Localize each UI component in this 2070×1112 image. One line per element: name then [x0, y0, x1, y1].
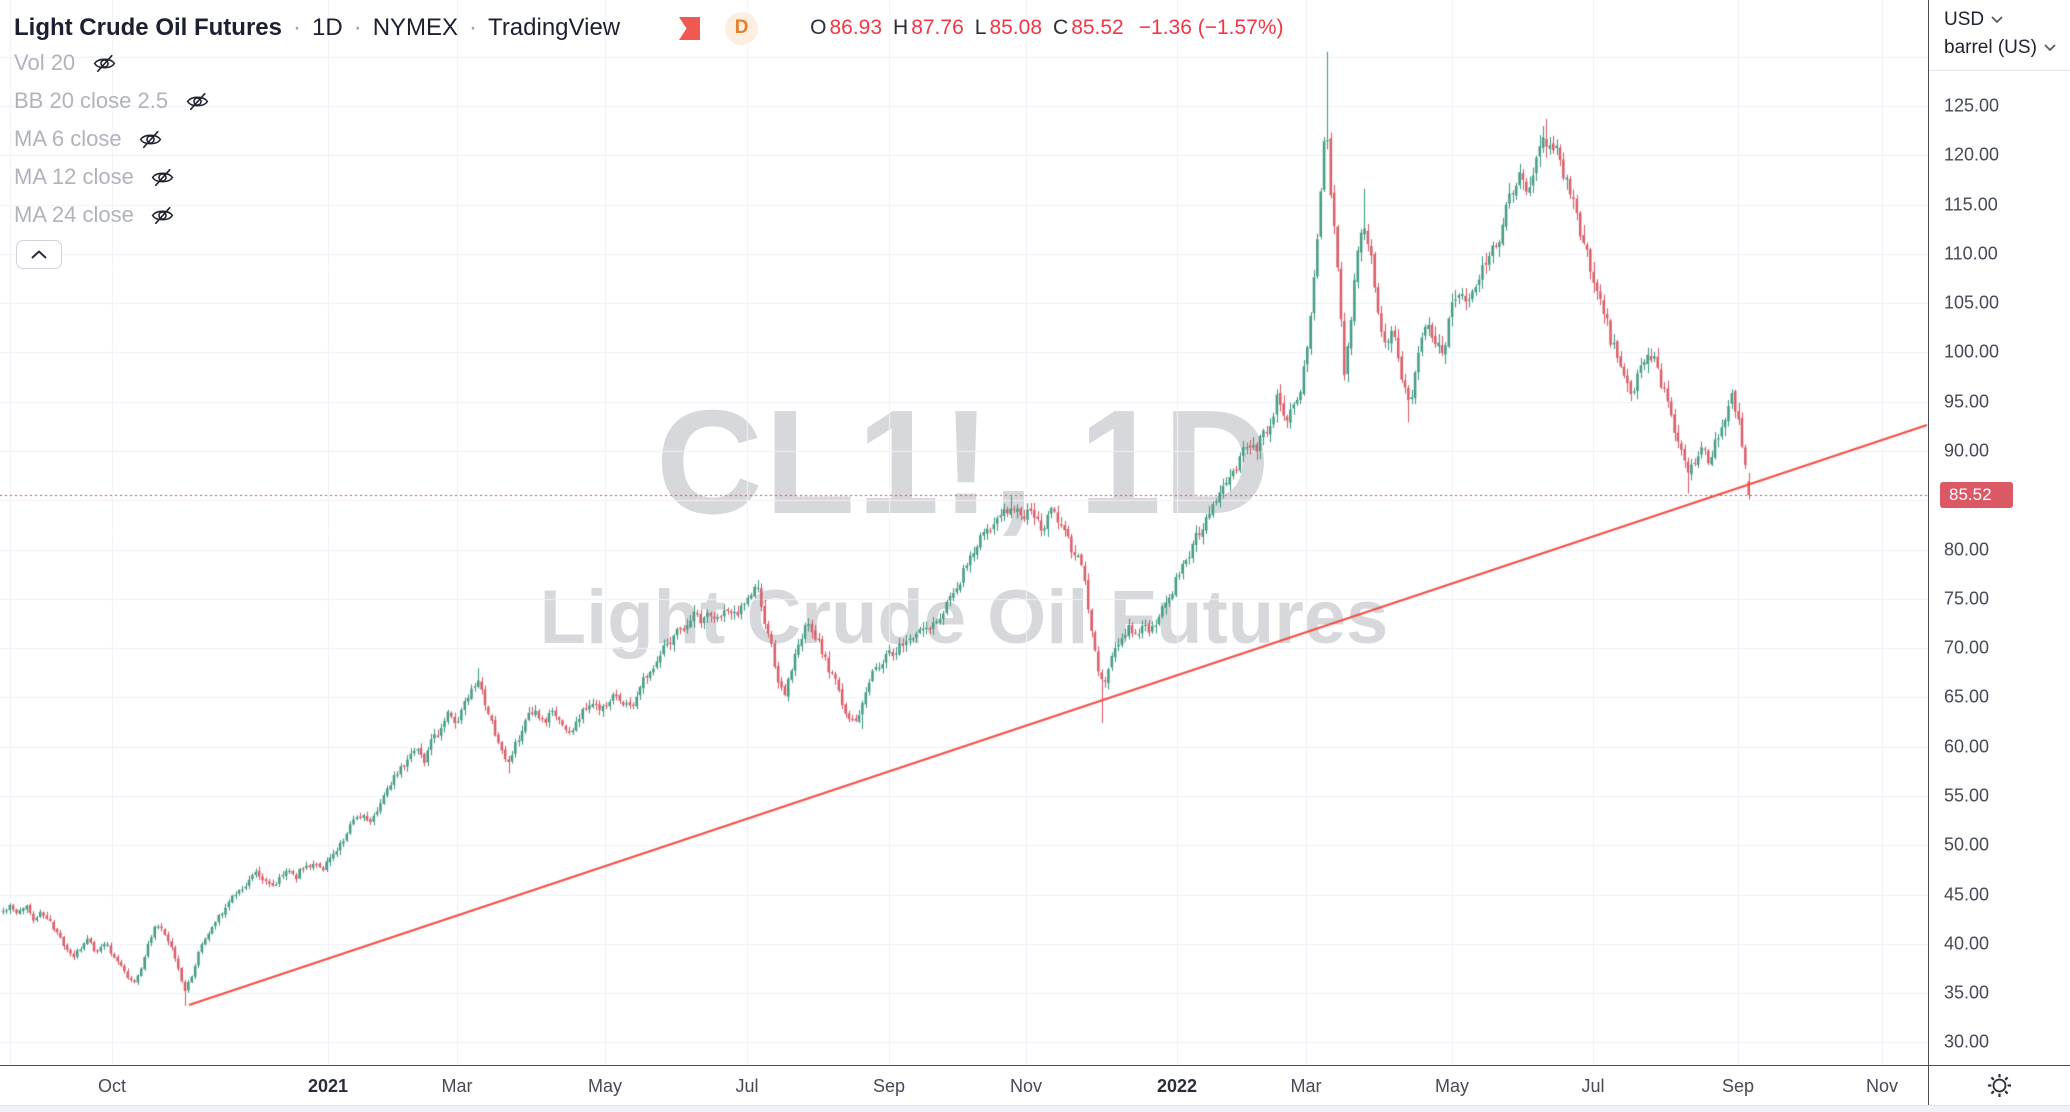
interval-badge[interactable]: D	[725, 11, 759, 45]
price-tick: 110.00	[1944, 243, 1998, 264]
price-tick: 60.00	[1944, 736, 1990, 757]
unit-dropdown[interactable]: barrel (US)	[1944, 37, 2056, 59]
price-axis[interactable]: USD barrel (US) 125.00 120.00 115.00 110.00…	[1928, 0, 2070, 1065]
indicator-label: MA 12 close	[14, 164, 134, 189]
price-tick: 95.00	[1944, 391, 1990, 412]
flag-icon	[679, 16, 701, 40]
sun-icon	[1988, 1074, 2011, 1097]
change-value: −1.36 (−1.57%)	[1138, 16, 1284, 39]
price-tick: 105.00	[1944, 292, 2000, 313]
time-tick-month: Oct	[97, 1076, 127, 1096]
time-tick-year: 2022	[1156, 1076, 1198, 1096]
price-tick: 50.00	[1944, 834, 1990, 855]
unit-label: barrel (US)	[1944, 37, 2037, 58]
axis-divider	[1929, 70, 2070, 71]
time-tick-month: Sep	[872, 1076, 906, 1096]
chevron-up-icon	[31, 250, 47, 259]
open-label: O	[810, 16, 827, 39]
indicator-label: MA 6 close	[14, 126, 122, 151]
axis-corner	[1928, 1065, 2070, 1105]
price-tick: 55.00	[1944, 785, 1990, 806]
time-tick-month: May	[1434, 1076, 1470, 1096]
close-label: C	[1053, 16, 1069, 39]
symbol-title[interactable]: Light Crude Oil Futures	[14, 14, 282, 41]
legend-separator: ·	[353, 14, 362, 41]
flag-icon[interactable]	[676, 14, 704, 42]
eye-off-icon	[139, 130, 162, 148]
price-tick: 65.00	[1944, 686, 1990, 707]
close-value: 85.52	[1071, 16, 1124, 39]
price-tick: 125.00	[1944, 95, 2000, 116]
indicator-row[interactable]: MA 6 close	[14, 120, 211, 158]
price-tick: 100.00	[1944, 341, 2000, 362]
indicator-row[interactable]: MA 12 close	[14, 158, 211, 196]
price-tick: 80.00	[1944, 539, 1990, 560]
time-tick-month: Jul	[735, 1076, 759, 1096]
indicator-label: MA 24 close	[14, 202, 134, 227]
indicator-label: BB 20 close 2.5	[14, 88, 169, 113]
low-value: 85.08	[989, 16, 1043, 39]
eye-off-icon[interactable]	[149, 202, 177, 228]
open-value: 86.93	[829, 16, 883, 39]
ohlc-readout: O 86.93 H 87.76 L 85.08 C 85.52 −1.36 (−…	[810, 16, 1283, 40]
eye-off-icon	[186, 92, 208, 110]
chart-legend: Light Crude Oil Futures · 1D · NYMEX · T…	[14, 11, 1284, 45]
chevron-down-icon	[2044, 44, 2056, 51]
eye-off-icon	[152, 168, 174, 186]
collapse-legend-button[interactable]	[16, 240, 62, 269]
time-tick-month: Nov	[1009, 1076, 1043, 1096]
price-tick: 40.00	[1944, 933, 1990, 954]
time-tick-month: Mar	[1290, 1076, 1322, 1096]
chevron-down-icon	[1991, 16, 2003, 23]
eye-off-icon[interactable]	[149, 164, 177, 190]
legend-separator: ·	[293, 14, 301, 41]
indicator-row[interactable]: Vol 20	[14, 44, 211, 82]
time-axis[interactable]: Oct 2021 Mar May Jul Sep Nov 2022 Mar May Jul Sep No…	[0, 1065, 1928, 1105]
sun-icon[interactable]	[1986, 1072, 2013, 1099]
eye-off-icon[interactable]	[90, 50, 118, 76]
exchange-label[interactable]: NYMEX	[372, 14, 459, 41]
eye-off-icon	[93, 54, 115, 72]
high-label: H	[893, 16, 909, 39]
time-tick-month: May	[587, 1076, 623, 1096]
indicator-label: Vol 20	[14, 50, 76, 75]
price-tick: 120.00	[1944, 144, 2000, 165]
price-tick: 35.00	[1944, 982, 1990, 1003]
bottom-toolbar-edge	[0, 1105, 2070, 1112]
currency-dropdown[interactable]: USD	[1944, 9, 2003, 31]
price-tick: 70.00	[1944, 637, 1990, 658]
time-tick-month: Mar	[441, 1076, 473, 1096]
price-tick: 75.00	[1944, 588, 1990, 609]
interval-label[interactable]: 1D	[312, 14, 343, 41]
time-tick-month: Nov	[1865, 1076, 1899, 1096]
last-price-label: 85.52	[1940, 482, 2013, 509]
indicator-row[interactable]: BB 20 close 2.5	[14, 82, 211, 120]
price-tick: 45.00	[1944, 884, 1990, 905]
vendor-label[interactable]: TradingView	[488, 14, 621, 41]
high-value: 87.76	[911, 16, 964, 39]
currency-label: USD	[1944, 9, 1985, 30]
low-label: L	[974, 16, 987, 39]
eye-off-icon	[152, 206, 174, 224]
price-tick: 115.00	[1944, 194, 1998, 215]
time-tick-month: Jul	[1581, 1076, 1605, 1096]
legend-separator: ·	[469, 14, 478, 41]
time-tick-month: Sep	[1721, 1076, 1755, 1096]
eye-off-icon[interactable]	[137, 126, 165, 152]
price-tick: 30.00	[1944, 1031, 1990, 1052]
indicator-row[interactable]: MA 24 close	[14, 196, 211, 234]
time-tick-year: 2021	[307, 1076, 349, 1096]
price-tick: 90.00	[1944, 440, 1990, 461]
indicator-list: Vol 20 BB 20 close 2.5 MA 6 close MA 12 clo…	[14, 44, 211, 234]
eye-off-icon[interactable]	[183, 88, 211, 114]
